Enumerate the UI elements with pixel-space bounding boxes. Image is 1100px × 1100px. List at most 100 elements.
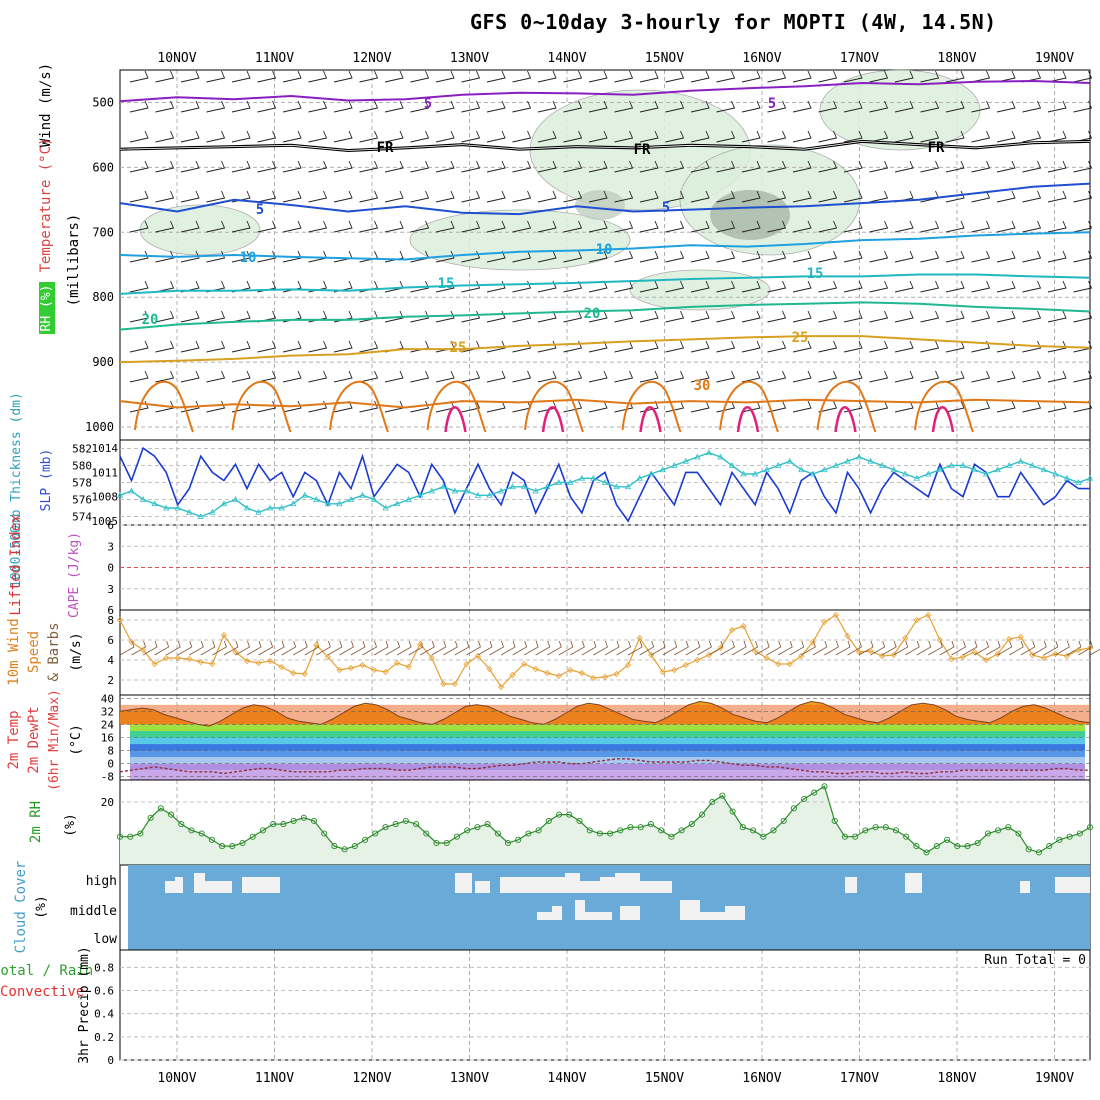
temp-band bbox=[130, 737, 1085, 745]
wind10-barb bbox=[396, 640, 412, 656]
wind10-barb bbox=[477, 640, 493, 656]
wind-barb bbox=[1022, 160, 1042, 173]
millibars-label: (millibars) bbox=[66, 214, 82, 307]
wind-barb bbox=[435, 130, 455, 143]
wind-barb bbox=[282, 190, 302, 203]
wind10-barb bbox=[974, 640, 990, 656]
ytick-label: 24 bbox=[101, 718, 115, 731]
wind-barb bbox=[359, 250, 379, 263]
wind-barb bbox=[537, 100, 557, 113]
wind-barb bbox=[333, 130, 353, 143]
thickness-marker bbox=[324, 500, 332, 507]
wind10-barb bbox=[639, 640, 655, 656]
wind-barb bbox=[257, 400, 277, 413]
wind-barb bbox=[894, 130, 914, 143]
wind-barb bbox=[588, 220, 608, 233]
wind10-barb bbox=[847, 640, 862, 656]
rh-marker bbox=[637, 824, 644, 831]
wind-barb bbox=[945, 160, 965, 173]
temp35-bump bbox=[931, 406, 955, 433]
wind-barb bbox=[996, 160, 1016, 173]
wind-barb bbox=[614, 250, 634, 263]
thickness-marker bbox=[740, 470, 747, 477]
wind-barb bbox=[333, 160, 353, 173]
wind-barb bbox=[894, 160, 914, 173]
wind-barb bbox=[614, 340, 634, 353]
wind-barb bbox=[639, 310, 659, 323]
wind-marker bbox=[913, 616, 920, 624]
temp2m-label: 2m Temp bbox=[6, 710, 22, 769]
wind-barb bbox=[614, 130, 634, 143]
rh-marker bbox=[341, 846, 348, 853]
wind10-barb bbox=[316, 640, 331, 656]
wind-barb bbox=[308, 400, 328, 413]
wind10-barb bbox=[523, 640, 539, 656]
rh-marker bbox=[372, 830, 379, 837]
contour-line-5 bbox=[119, 182, 1091, 216]
cloud-label: Cloud Cover bbox=[13, 861, 29, 954]
wind-barb bbox=[869, 370, 889, 383]
wind-barb bbox=[359, 70, 379, 83]
rh-marker bbox=[453, 833, 460, 840]
wind-barb bbox=[282, 340, 302, 353]
wind-barb bbox=[665, 130, 685, 143]
wind-barb bbox=[741, 310, 761, 323]
contour-label: 10 bbox=[596, 242, 613, 258]
wind-barb bbox=[843, 160, 863, 173]
wind-barb bbox=[1047, 220, 1067, 233]
rh-marker bbox=[944, 836, 951, 843]
rh-marker bbox=[382, 824, 389, 831]
ytick-label: 700 bbox=[92, 225, 114, 239]
wind-barb bbox=[206, 70, 226, 83]
thickness-marker bbox=[844, 457, 851, 464]
wind-barb bbox=[920, 70, 940, 83]
thickness-marker bbox=[359, 491, 366, 498]
rh-marker bbox=[954, 843, 961, 850]
contour-label: FR bbox=[928, 140, 945, 156]
rh-marker bbox=[535, 827, 542, 834]
rh-marker bbox=[607, 830, 614, 837]
wind10-barb bbox=[893, 640, 909, 656]
contour-line-15 bbox=[119, 273, 1091, 295]
wind10-barb bbox=[177, 640, 193, 656]
thickness-marker bbox=[982, 470, 990, 477]
wind-barb bbox=[206, 130, 226, 143]
wind-marker bbox=[498, 683, 505, 691]
thickness-marker bbox=[867, 457, 874, 464]
contour-label: FR bbox=[377, 140, 394, 156]
temp30-bump bbox=[621, 380, 682, 433]
wind-barb bbox=[1022, 340, 1042, 353]
rh-marker bbox=[903, 833, 910, 840]
wind-marker bbox=[786, 660, 793, 668]
wind-barb bbox=[792, 70, 812, 83]
wind-barb bbox=[767, 370, 787, 383]
wind10-barb bbox=[350, 640, 366, 656]
rh-marker bbox=[995, 827, 1002, 834]
thickness-marker bbox=[601, 479, 609, 485]
wind-barb bbox=[231, 250, 251, 263]
rh-area bbox=[120, 786, 1090, 865]
wind10-barb bbox=[604, 640, 620, 656]
wind-barb bbox=[1022, 220, 1042, 233]
wind10-barb bbox=[593, 640, 608, 656]
wind-marker bbox=[1063, 652, 1070, 660]
wind10-barb bbox=[1089, 648, 1100, 656]
wind-barb bbox=[155, 220, 175, 233]
thickness-marker bbox=[567, 479, 574, 485]
wind-barb bbox=[843, 310, 863, 323]
wind-barb bbox=[333, 250, 353, 263]
contour-label: 5 bbox=[768, 96, 776, 112]
wind10-barb bbox=[119, 640, 135, 656]
wind-barb bbox=[512, 70, 532, 83]
wind-barb bbox=[206, 160, 226, 173]
ytick-label: 0.2 bbox=[94, 1031, 114, 1044]
rh-marker bbox=[280, 821, 287, 828]
rh-marker bbox=[1086, 824, 1094, 831]
day-label-bottom: 18NOV bbox=[937, 1071, 976, 1086]
wind-barb bbox=[690, 190, 710, 203]
temp35-bump bbox=[736, 406, 760, 433]
wind-marker bbox=[1017, 633, 1024, 641]
wind10-barb bbox=[835, 640, 851, 656]
rh-shade-dark bbox=[710, 190, 790, 240]
wind-marker bbox=[948, 655, 955, 663]
